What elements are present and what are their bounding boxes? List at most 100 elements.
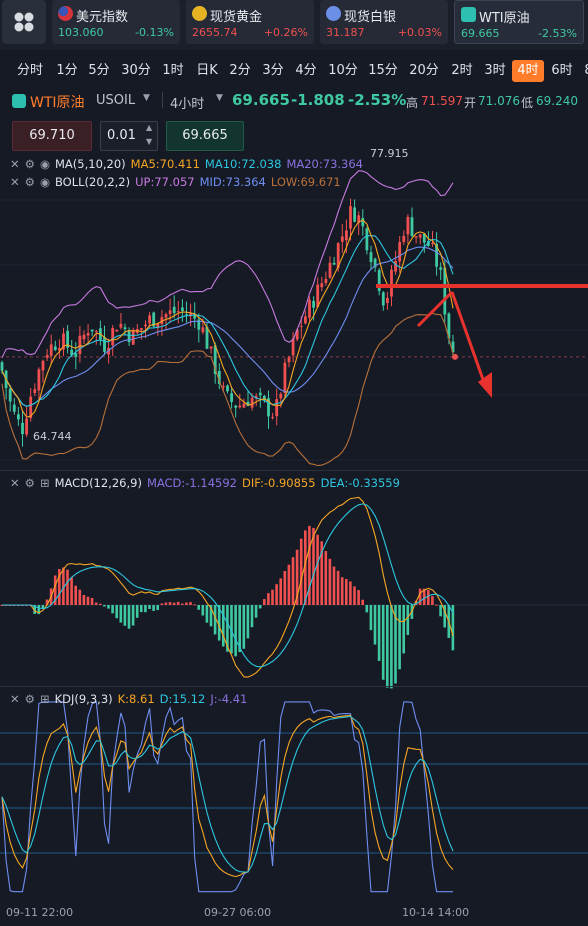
candle-body	[86, 333, 90, 336]
expand-icon[interactable]: ⊞	[39, 476, 50, 490]
macd-bar	[205, 605, 209, 623]
interval-select[interactable]: 4小时	[170, 97, 205, 112]
max-price-label: 77.915	[370, 147, 409, 160]
candle-body	[353, 207, 356, 222]
candle-body	[451, 341, 455, 353]
tab-period[interactable]: 20分	[409, 63, 439, 78]
boll-legend: ✕ ⚙ ◉ BOLL(20,2,2) UP:77.057 MID:73.364 LOW:69…	[10, 175, 346, 189]
period-tabs: 分时 1分 5分 30分 1时 日K 2分 3分 4分 10分 15分 20分 …	[0, 56, 588, 84]
tab-period[interactable]: 6时	[551, 63, 573, 78]
tab-period[interactable]: 1时	[162, 63, 184, 78]
eye-icon[interactable]: ◉	[39, 175, 50, 189]
macd-bar	[238, 605, 241, 653]
candle-body	[299, 326, 303, 328]
candle-body	[246, 401, 250, 407]
macd-legend: ✕ ⚙ ⊞ MACD(12,26,9) MACD:-1.14592 DIF:-0.9085…	[10, 476, 405, 490]
tab-period[interactable]: 3时	[484, 63, 506, 78]
candle-body	[238, 405, 242, 408]
low-value: 69.240	[536, 94, 578, 108]
candle-body	[390, 269, 393, 297]
tab-period[interactable]: 30分	[121, 63, 151, 78]
chevron-down-icon[interactable]: ▼	[143, 93, 150, 103]
lot-size-input[interactable]: 0.01	[100, 121, 158, 151]
settings-icon[interactable]: ⚙	[24, 175, 35, 189]
candle-body	[263, 395, 266, 400]
candle-body	[25, 418, 28, 435]
watch-card-usd-index[interactable]: 美元指数 103.060 -0.13%	[52, 0, 180, 44]
candle-body	[90, 329, 94, 332]
settings-icon[interactable]: ⚙	[24, 476, 35, 490]
tab-period[interactable]: 5分	[88, 63, 110, 78]
macd-bar	[353, 586, 356, 605]
watch-price: 31.187	[326, 26, 365, 39]
macd-bar	[103, 605, 106, 607]
symbol-code[interactable]: USOIL	[96, 93, 136, 108]
tab-period[interactable]: 2分	[229, 63, 251, 78]
settings-icon[interactable]: ⚙	[24, 157, 35, 171]
tab-period[interactable]: 分时	[16, 63, 43, 78]
buy-price-button[interactable]: 69.665	[166, 121, 244, 151]
macd-bar	[287, 564, 291, 605]
divider	[162, 92, 163, 108]
j-line	[1, 701, 453, 893]
candle-body	[213, 345, 217, 375]
stepper-down-icon[interactable]: ▼	[146, 137, 153, 146]
macd-bar	[45, 599, 49, 605]
eye-icon[interactable]: ◉	[39, 157, 50, 171]
candle-body	[345, 230, 348, 241]
watch-card-wti[interactable]: WTI原油 69.665 -2.53%	[454, 0, 584, 44]
candle-body	[127, 330, 131, 342]
tab-period[interactable]: 3分	[262, 63, 284, 78]
symbol-name[interactable]: WTI原油	[30, 95, 85, 111]
macd-bar	[283, 570, 287, 605]
tab-period[interactable]: 4分	[295, 63, 317, 78]
watch-card-silver[interactable]: 现货白银 31.187 +0.03%	[320, 0, 448, 44]
open-value: 71.076	[478, 94, 520, 108]
tab-period[interactable]: 2时	[451, 63, 473, 78]
candle-body	[386, 297, 389, 304]
menu-button[interactable]	[2, 0, 46, 44]
low-label: 低	[521, 96, 534, 110]
tab-period[interactable]: 10分	[328, 63, 358, 78]
settings-icon[interactable]: ⚙	[24, 692, 35, 706]
candle-body	[103, 337, 106, 352]
macd-bar	[197, 605, 200, 610]
macd-bar	[193, 604, 196, 606]
candle-body	[410, 217, 414, 237]
macd-bar	[144, 605, 147, 613]
tab-period[interactable]: 日K	[196, 63, 218, 78]
expand-icon[interactable]: ⊞	[39, 692, 50, 706]
tab-period[interactable]: 1分	[56, 63, 78, 78]
candle-body	[197, 319, 201, 330]
macd-bar	[398, 605, 401, 670]
close-icon[interactable]: ✕	[10, 175, 20, 189]
macd-bar	[328, 558, 332, 605]
tab-period[interactable]: 8时	[580, 60, 588, 82]
candle-body	[340, 236, 344, 242]
stepper-up-icon[interactable]: ▲	[146, 123, 153, 132]
watch-name: 美元指数	[76, 10, 129, 25]
candle-body	[189, 313, 192, 317]
candle-body	[357, 215, 361, 223]
candle-body	[217, 370, 221, 384]
candle-body	[94, 331, 98, 333]
watch-change: -0.13%	[135, 26, 174, 39]
macd-bar	[304, 530, 307, 605]
gold-coin-icon	[192, 6, 207, 21]
candle-body	[172, 306, 176, 314]
ma5-line	[1, 219, 454, 418]
candle-body	[414, 236, 418, 238]
chevron-down-icon[interactable]: ▼	[216, 93, 223, 103]
candle-body	[316, 284, 320, 307]
tab-period-selected[interactable]: 4时	[512, 60, 544, 82]
sell-price-button[interactable]: 69.710	[12, 121, 92, 151]
tab-period[interactable]: 15分	[368, 63, 398, 78]
close-icon[interactable]: ✕	[10, 692, 20, 706]
close-icon[interactable]: ✕	[10, 157, 20, 171]
close-icon[interactable]: ✕	[10, 476, 20, 490]
macd-bar	[53, 575, 57, 605]
candle-body	[176, 311, 180, 313]
watch-card-gold[interactable]: 现货黄金 2655.74 +0.26%	[186, 0, 314, 44]
j-value: J:-4.41	[210, 692, 248, 706]
